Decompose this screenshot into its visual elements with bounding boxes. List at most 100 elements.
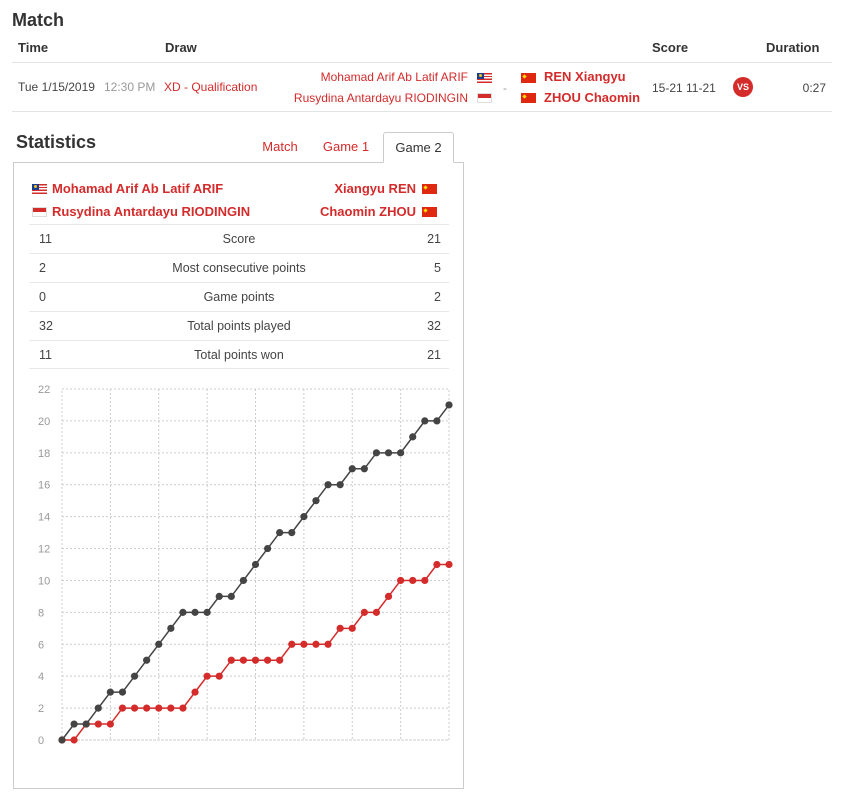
stat-left-value: 2 — [39, 261, 46, 275]
series-2-point — [179, 608, 187, 616]
stat-left-value: 11 — [39, 348, 52, 362]
series-1-point — [251, 656, 260, 664]
series-1-point — [94, 720, 102, 728]
series-2-point — [215, 592, 223, 601]
series-2-point — [130, 672, 139, 680]
column-duration: Duration — [766, 40, 820, 55]
y-tick-label: 20 — [38, 416, 50, 428]
series-2-point — [118, 688, 127, 696]
column-time: Time — [18, 40, 49, 55]
y-tick-label: 2 — [38, 703, 44, 715]
series-2-point — [251, 560, 260, 569]
china-flag-icon — [422, 207, 437, 217]
malaysia-flag-icon — [477, 73, 492, 83]
series-2-point — [143, 656, 151, 664]
y-tick-label: 18 — [38, 448, 50, 460]
series-1-point — [118, 704, 127, 712]
stat-label: Most consecutive points — [172, 261, 306, 275]
series-1-point — [348, 624, 356, 632]
series-1-point — [384, 592, 393, 601]
series-2-point — [58, 736, 66, 744]
series-2-point — [372, 449, 381, 457]
series-2-point — [82, 720, 90, 728]
left-player-2: Rusydina Antardayu RIODINGIN — [52, 204, 251, 219]
series-1-point — [167, 704, 175, 712]
series-2-point — [106, 688, 114, 696]
y-tick-label: 12 — [38, 544, 50, 556]
series-2-point — [300, 513, 308, 521]
series-1-point — [433, 560, 441, 569]
series-2-point — [263, 544, 272, 553]
match-time: 12:30 PM — [104, 80, 156, 94]
column-score: Score — [652, 40, 689, 55]
stat-row-consecutive: 2 Most consecutive points 5 — [29, 253, 449, 282]
series-2-point — [324, 481, 332, 489]
series-2-point — [191, 608, 199, 616]
stat-right-value: 32 — [427, 319, 441, 333]
column-draw: Draw — [165, 40, 197, 55]
series-2-point — [445, 401, 453, 409]
left-player-1: Mohamad Arif Ab Latif ARIF — [52, 181, 224, 196]
team-separator: - — [503, 81, 507, 95]
tab-match[interactable]: Match — [262, 139, 298, 154]
series-1-point — [70, 736, 78, 744]
series-1-point — [372, 608, 381, 616]
stat-row-score: 11 Score 21 — [29, 224, 449, 253]
indonesia-flag-icon — [477, 93, 492, 103]
series-1-point — [397, 576, 405, 585]
series-1-point — [227, 656, 235, 664]
series-2-point — [94, 704, 102, 712]
stat-row-points-won: 11 Total points won 21 — [29, 340, 449, 369]
indonesia-flag-icon — [32, 207, 47, 217]
y-tick-label: 22 — [38, 384, 50, 396]
team1-player2-link[interactable]: Rusydina Antardayu RIODINGIN — [293, 91, 468, 105]
team2-player1-link[interactable]: REN Xiangyu — [544, 69, 626, 84]
series-2-point — [409, 433, 417, 441]
score-progression-chart: 0 2 4 6 8 10 12 14 16 18 20 22 — [38, 384, 453, 747]
team1-player1-link[interactable]: Mohamad Arif Ab Latif ARIF — [320, 70, 468, 84]
china-flag-icon — [521, 93, 536, 103]
series-2-point — [397, 449, 405, 457]
stat-label: Total points played — [187, 319, 291, 333]
series-2-point — [276, 528, 284, 537]
vs-icon[interactable]: VS — [733, 77, 753, 97]
right-player-2: Chaomin ZHOU — [319, 204, 416, 219]
y-tick-label: 8 — [38, 607, 44, 619]
series-2-point — [348, 465, 356, 473]
stat-left-value: 11 — [39, 232, 52, 246]
stat-left-value: 32 — [39, 319, 53, 333]
series-2-point — [421, 417, 429, 425]
tab-game-1[interactable]: Game 1 — [322, 139, 370, 154]
y-tick-label: 6 — [38, 639, 44, 651]
china-flag-icon — [422, 184, 437, 194]
series-2-point — [227, 592, 235, 601]
tab-game-2[interactable]: Game 2 — [383, 132, 454, 163]
y-tick-label: 14 — [38, 512, 50, 524]
right-player-1: Xiangyu REN — [334, 181, 416, 196]
series-1-point — [300, 640, 308, 648]
series-1-point — [445, 560, 453, 569]
statistics-heading: Statistics — [16, 132, 97, 152]
stat-right-value: 21 — [427, 232, 441, 246]
stat-label: Total points won — [194, 348, 284, 362]
draw-link[interactable]: XD - Qualification — [164, 80, 258, 94]
series-1-point — [215, 672, 223, 680]
china-flag-icon — [521, 73, 536, 83]
series-2-point — [70, 720, 78, 728]
series-1-point — [239, 656, 248, 664]
series-1-point — [336, 624, 344, 632]
series-2-point — [384, 449, 393, 457]
series-2-point — [239, 576, 248, 585]
series-1-point — [409, 576, 417, 585]
series-1-point — [360, 608, 368, 616]
series-2-point — [155, 640, 163, 648]
stat-right-value: 21 — [427, 348, 441, 362]
y-tick-label: 0 — [38, 735, 44, 747]
stat-right-value: 5 — [434, 261, 441, 275]
malaysia-flag-icon — [32, 184, 47, 194]
team2-player2-link[interactable]: ZHOU Chaomin — [544, 90, 641, 105]
match-row[interactable]: Tue 1/15/2019 12:30 PM XD - Qualificatio… — [12, 62, 832, 112]
series-1-point — [106, 720, 114, 728]
statistics-panel: Mohamad Arif Ab Latif ARIF Rusydina Anta… — [13, 162, 464, 789]
series-1-point — [324, 640, 332, 648]
